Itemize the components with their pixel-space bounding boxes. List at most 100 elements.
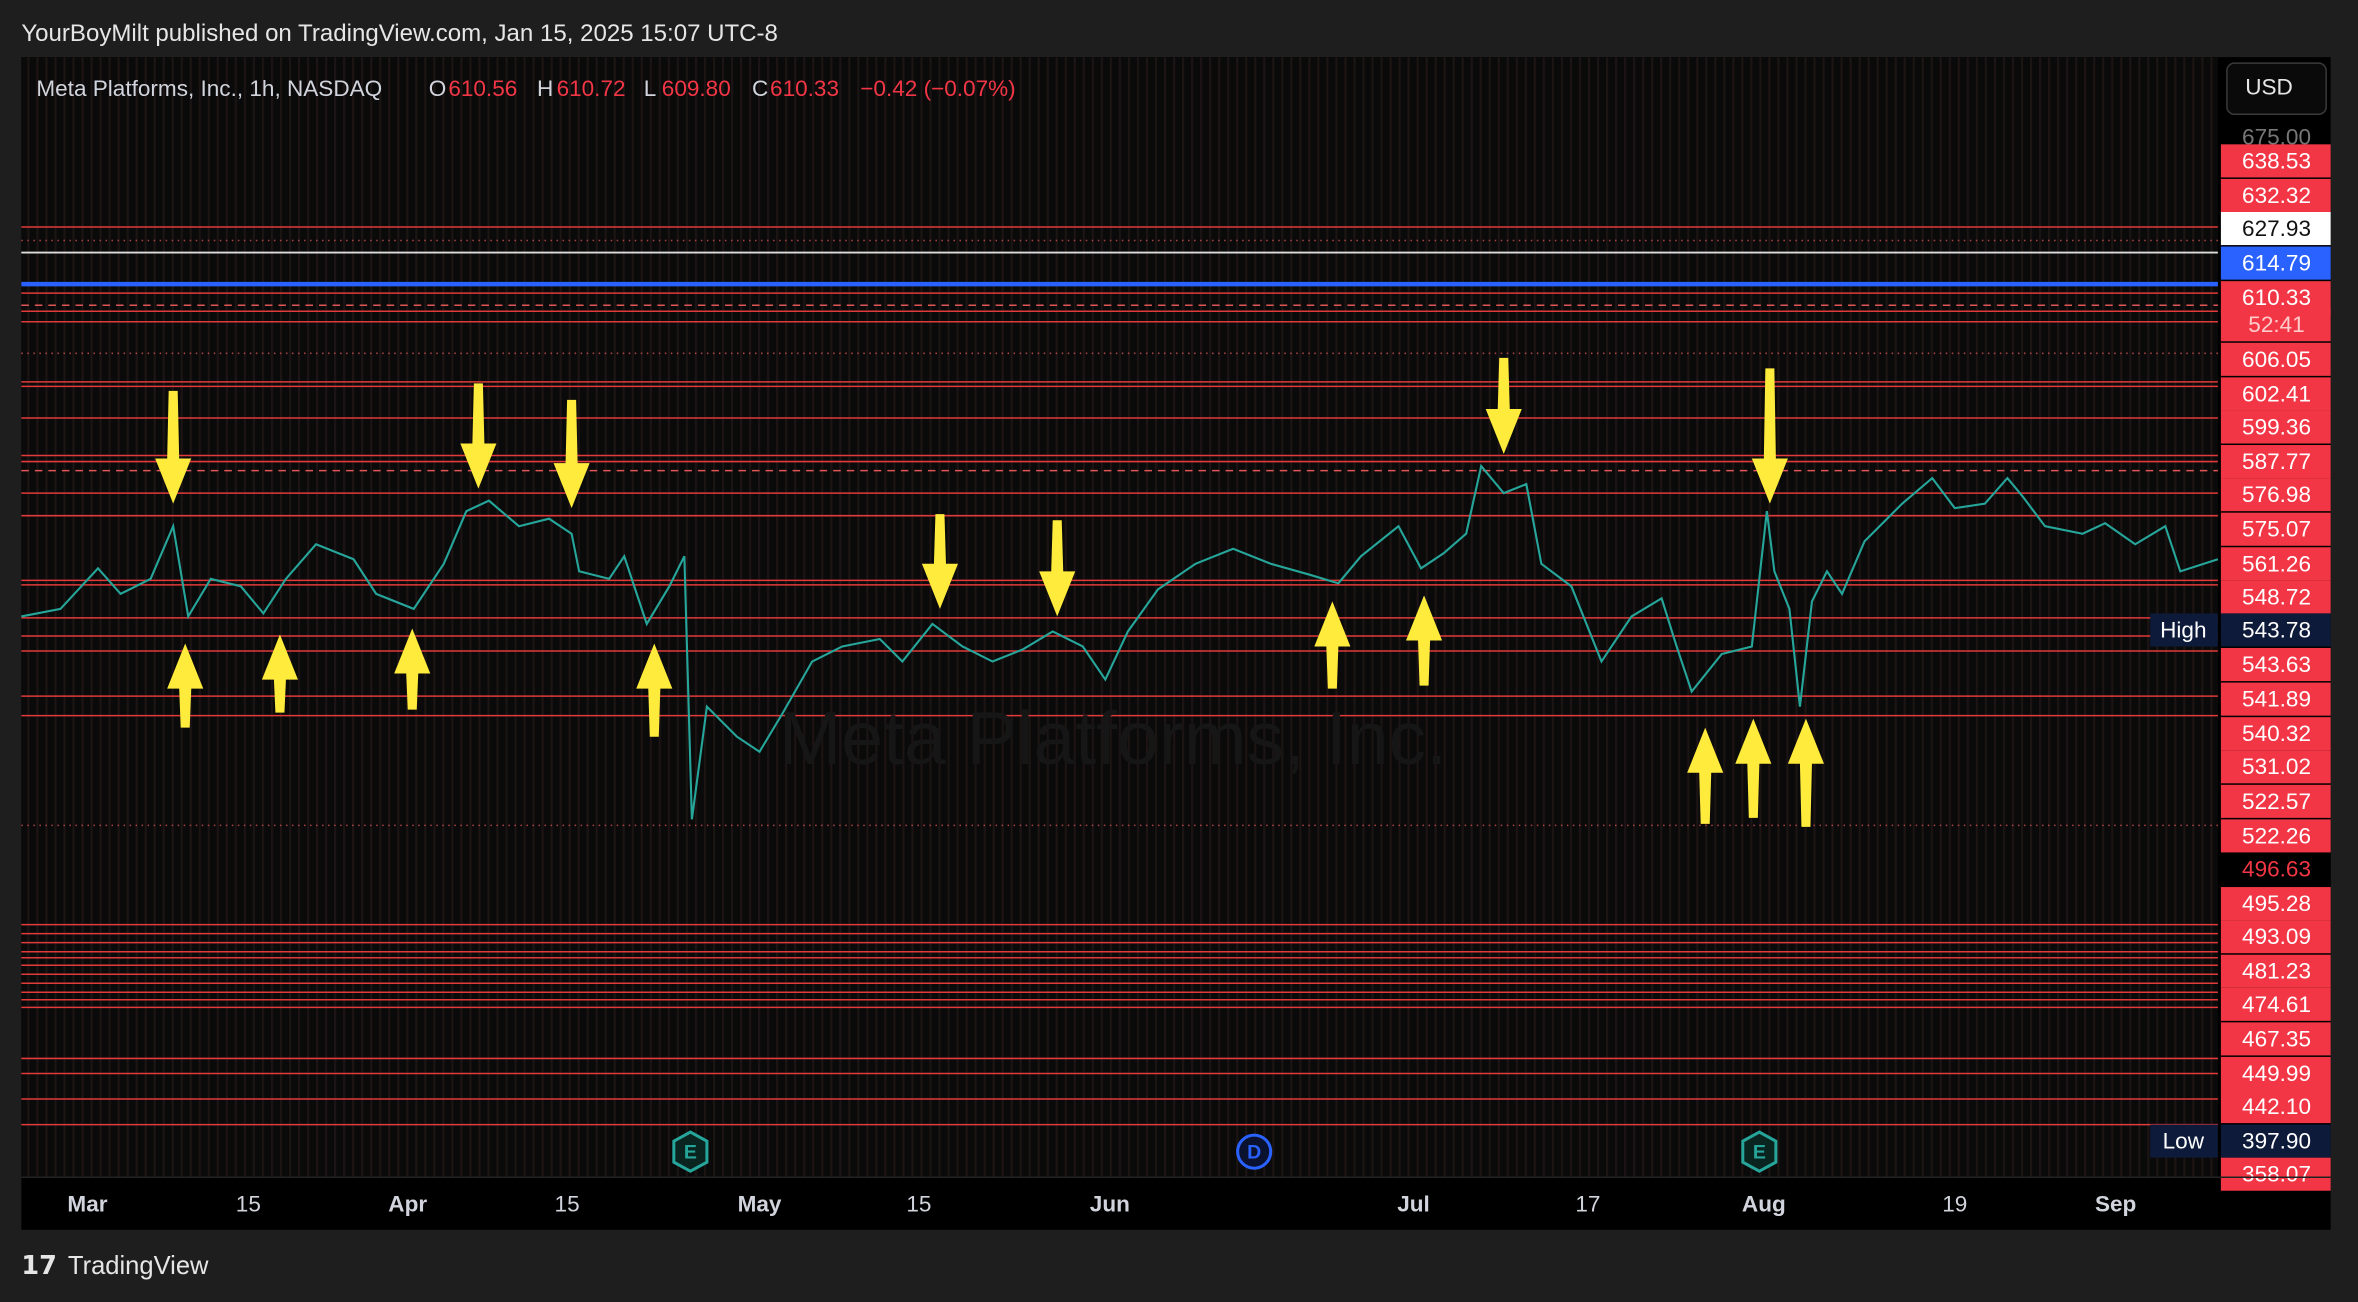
arrow (1751, 368, 1788, 504)
time-label: 15 (906, 1192, 931, 1217)
arrow (636, 643, 673, 737)
arrow (1687, 727, 1724, 824)
price-label: 543.63 (2242, 652, 2311, 677)
price-label-bg (2220, 647, 2331, 682)
price-label: 627.93 (2242, 216, 2311, 241)
price-label: 493.09 (2242, 924, 2311, 949)
time-label: Aug (1742, 1192, 1786, 1217)
price-label: 358.07 (2242, 1162, 2311, 1187)
price-label-bg (2220, 852, 2331, 886)
price-label: 522.57 (2242, 789, 2311, 814)
price-label-bg (2220, 954, 2331, 988)
price-label: 576.98 (2242, 482, 2311, 507)
legend-low-label: L (644, 76, 657, 101)
price-label-bg (2220, 445, 2331, 479)
event-badge[interactable] (1741, 1130, 1778, 1173)
price-label: 599.36 (2242, 414, 2311, 439)
price-label-bg (2220, 478, 2331, 512)
price-label-bg (2220, 547, 2331, 581)
arrow (261, 634, 298, 713)
time-label: Sep (2095, 1192, 2136, 1217)
range-label-bg (2150, 613, 2218, 647)
legend-open-label: O (429, 76, 447, 101)
price-label: 540.32 (2242, 721, 2311, 746)
arrow (921, 514, 958, 609)
time-label: Mar (67, 1192, 107, 1217)
price-label: 602.41 (2242, 381, 2311, 406)
price-label-bg (2220, 410, 2331, 444)
time-label: 15 (555, 1192, 580, 1217)
price-label: 522.26 (2242, 823, 2311, 848)
time-label: Jul (1397, 1192, 1430, 1217)
arrow (394, 628, 431, 710)
event-label[interactable]: D (1247, 1141, 1261, 1163)
watermark: Meta Platforms, Inc. (779, 696, 1447, 780)
price-label: 442.10 (2242, 1094, 2311, 1119)
arrow (1787, 718, 1824, 827)
event-label[interactable]: E (684, 1141, 697, 1163)
price-label: 481.23 (2242, 959, 2311, 984)
price-label: 474.61 (2242, 992, 2311, 1017)
legend-close: 610.33 (770, 76, 839, 101)
time-axis: Mar 15 Apr 15 May 15 Jun Jul 17 Aug 19 Sep (67, 1192, 2136, 1217)
price-label-bg (2220, 987, 2331, 1021)
price-label: 606.05 (2242, 347, 2311, 372)
event-badge[interactable] (672, 1130, 709, 1173)
range-label-bg (2150, 1124, 2218, 1158)
legend-close-label: C (752, 76, 768, 101)
price-label-bg (2220, 308, 2331, 342)
price-label-bg (2220, 377, 2331, 411)
price-label-bg (2220, 342, 2331, 376)
legend-change: −0.42 (−0.07%) (860, 76, 1015, 101)
price-label-bg (2220, 211, 2331, 246)
time-label: Apr (388, 1192, 427, 1217)
price-label: 614.79 (2242, 251, 2311, 276)
price-label: 531.02 (2242, 754, 2311, 779)
price-label-bg (2220, 1090, 2331, 1124)
price-scale: 675.00638.53632.32627.93614.79610.3352:4… (2150, 124, 2331, 1191)
price-label: 541.89 (2242, 687, 2311, 712)
arrow (1314, 601, 1351, 689)
arrow (167, 643, 204, 728)
price-label-bg (2220, 1056, 2331, 1091)
time-label: 19 (1942, 1192, 1967, 1217)
price-label-bg (2220, 144, 2331, 178)
price-label: 496.63 (2242, 856, 2311, 881)
price-label-bg (2220, 750, 2331, 784)
price-label: 543.78 (2242, 617, 2311, 642)
legend-open: 610.56 (448, 76, 517, 101)
header-title: YourBoyMilt published on TradingView.com… (21, 20, 778, 47)
price-label: 561.26 (2242, 551, 2311, 576)
price-label-bg (2220, 512, 2331, 546)
price-label: 610.33 (2242, 285, 2311, 310)
price-label-bg (2220, 1022, 2331, 1056)
price-label: 467.35 (2242, 1026, 2311, 1051)
arrow (553, 399, 590, 509)
price-label-bg (2220, 887, 2331, 921)
range-label: High (2160, 617, 2206, 642)
price-label-bg (2220, 1124, 2331, 1158)
price-label: 638.53 (2242, 148, 2311, 173)
currency[interactable]: USD (2245, 75, 2293, 100)
arrow (460, 383, 497, 489)
event-badge[interactable] (1236, 1133, 1273, 1170)
price-label-bg (2220, 246, 2331, 280)
footer-logo: 𝟭𝟳 (21, 1252, 57, 1280)
price-label-bg (2220, 819, 2331, 853)
currency-button[interactable] (2226, 62, 2327, 116)
legend-symbol: Meta Platforms, Inc., 1h, NASDAQ (36, 76, 382, 101)
range-label: Low (2163, 1129, 2205, 1154)
price-label: 632.32 (2242, 183, 2311, 208)
price-label-bg (2220, 682, 2331, 716)
price-label-bg (2220, 784, 2331, 818)
price-label: 397.90 (2242, 1129, 2311, 1154)
event-label[interactable]: E (1753, 1141, 1766, 1163)
arrow (1735, 718, 1772, 818)
price-label-bg (2220, 613, 2331, 647)
price-path (21, 463, 2219, 820)
price-label-bg (2220, 717, 2331, 751)
time-label: 15 (236, 1192, 261, 1217)
price-label: 52:41 (2248, 312, 2304, 337)
